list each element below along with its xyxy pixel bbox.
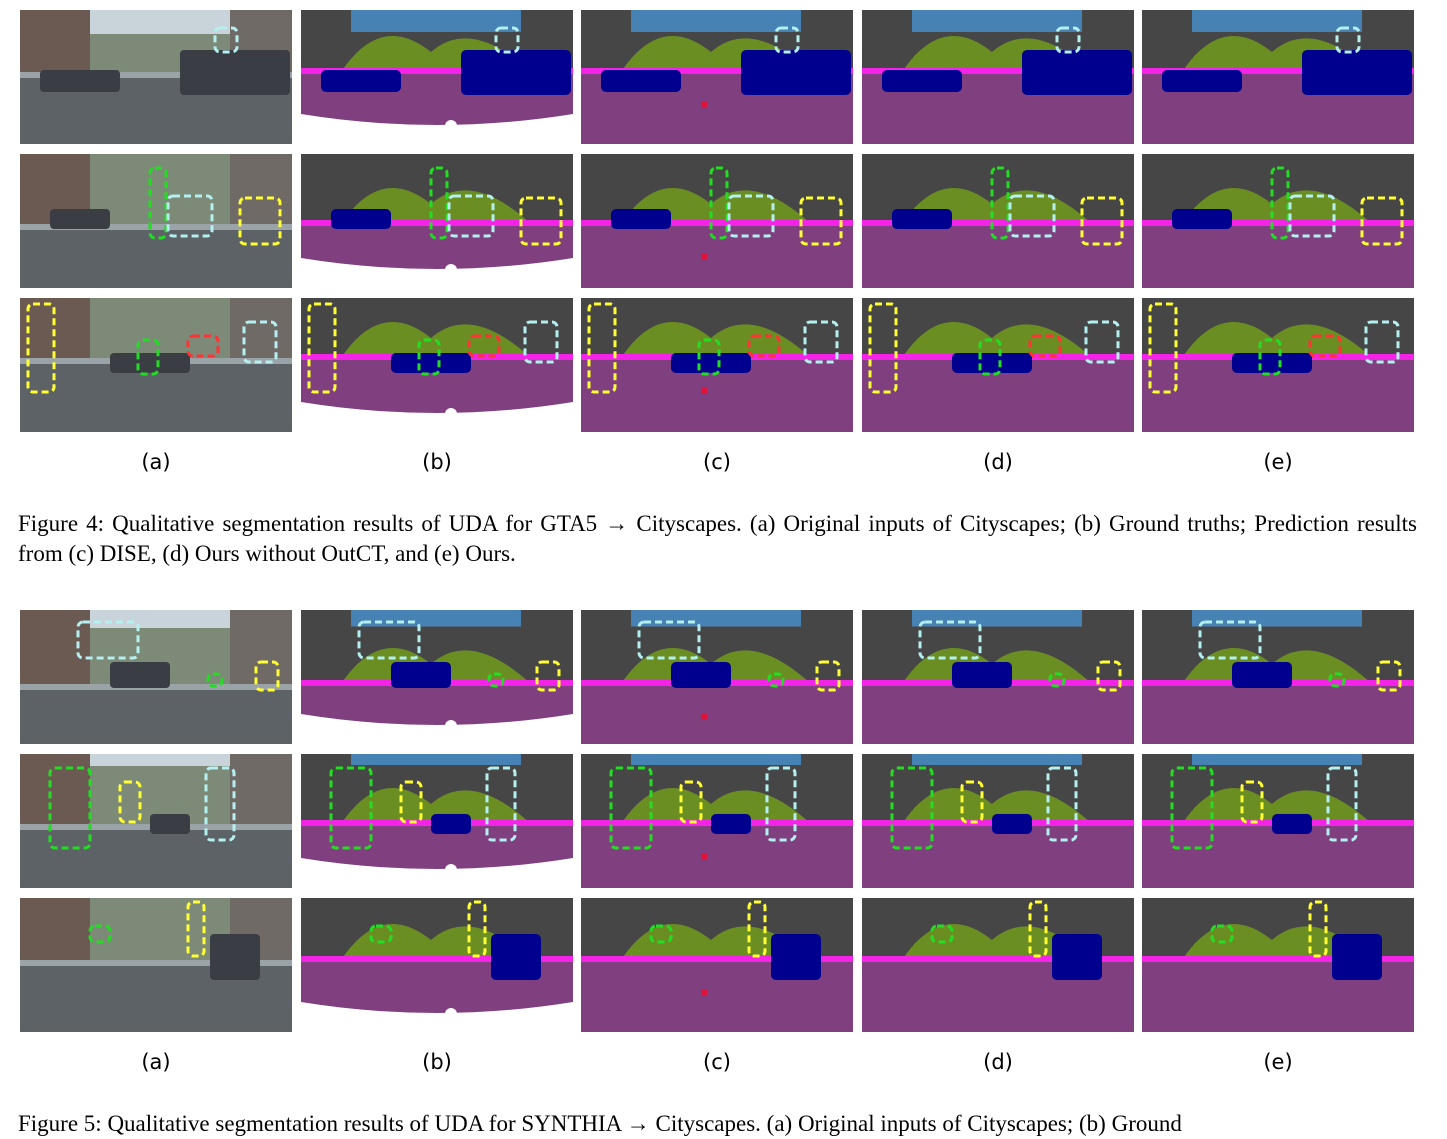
column-label-d: (d) <box>983 1050 1013 1074</box>
image-row <box>20 154 1415 288</box>
column-label-e: (e) <box>1263 450 1293 474</box>
ground-truth-map <box>301 10 573 144</box>
input-image <box>20 154 292 288</box>
dise-prediction-map <box>581 10 853 144</box>
column-labels: (a) (b) (c) (d) (e) <box>20 1050 1415 1080</box>
dise-prediction-map <box>581 754 853 888</box>
ours-prediction-map <box>1142 298 1414 432</box>
ours-prediction-map <box>1142 754 1414 888</box>
image-row <box>20 754 1415 888</box>
ground-truth-map <box>301 898 573 1032</box>
dise-prediction-map <box>581 898 853 1032</box>
image-row <box>20 10 1415 144</box>
ground-truth-map <box>301 298 573 432</box>
column-label-c: (c) <box>703 450 731 474</box>
column-label-d: (d) <box>983 450 1013 474</box>
column-label-b: (b) <box>422 1050 452 1074</box>
ours-prediction-map <box>1142 898 1414 1032</box>
ground-truth-map <box>301 610 573 744</box>
ground-truth-map <box>301 154 573 288</box>
figure-caption: Figure 4: Qualitative segmentation resul… <box>18 511 1417 566</box>
ground-truth-map <box>301 754 573 888</box>
ours-without-outct-map <box>862 154 1134 288</box>
dise-prediction-map <box>581 154 853 288</box>
input-image <box>20 10 292 144</box>
ours-prediction-map <box>1142 10 1414 144</box>
column-label-e: (e) <box>1263 1050 1293 1074</box>
column-label-a: (a) <box>141 1050 171 1074</box>
ours-without-outct-map <box>862 610 1134 744</box>
dise-prediction-map <box>581 610 853 744</box>
column-label-b: (b) <box>422 450 452 474</box>
ours-without-outct-map <box>862 754 1134 888</box>
dise-prediction-map <box>581 298 853 432</box>
ours-prediction-map <box>1142 154 1414 288</box>
ours-without-outct-map <box>862 10 1134 144</box>
ours-without-outct-map <box>862 298 1134 432</box>
figure-caption: Figure 5: Qualitative segmentation resul… <box>18 1111 1182 1136</box>
input-image <box>20 298 292 432</box>
input-image <box>20 754 292 888</box>
input-image <box>20 610 292 744</box>
column-label-c: (c) <box>703 1050 731 1074</box>
image-row <box>20 898 1415 1032</box>
column-label-a: (a) <box>141 450 171 474</box>
column-labels: (a) (b) (c) (d) (e) <box>20 450 1415 480</box>
image-row <box>20 610 1415 744</box>
input-image <box>20 898 292 1032</box>
ours-prediction-map <box>1142 610 1414 744</box>
image-row <box>20 298 1415 432</box>
ours-without-outct-map <box>862 898 1134 1032</box>
